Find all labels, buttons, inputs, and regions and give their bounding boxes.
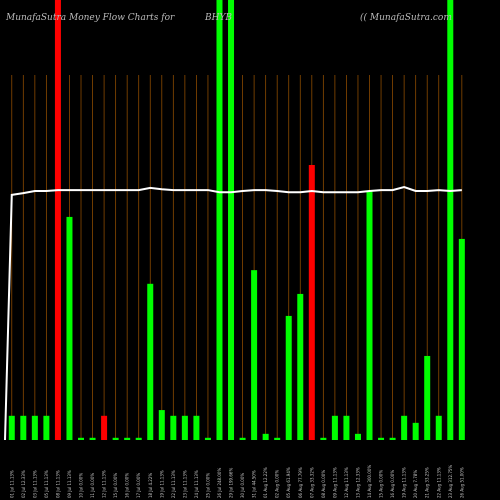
x-tick-label: 23 Jul 11.13%	[182, 470, 187, 498]
chart-subtitle: BHYB	[204, 13, 232, 23]
bar	[251, 270, 258, 440]
x-tick-label: 14 Aug 300.00%	[367, 465, 372, 498]
bar	[147, 283, 154, 440]
bar	[181, 415, 188, 440]
x-tick-label: 08 Jul 11.13%	[55, 470, 60, 498]
x-tick-label: 29 Jul 199.66%	[229, 468, 234, 498]
bar	[193, 415, 200, 440]
bar	[112, 437, 119, 440]
bar	[320, 437, 327, 440]
x-tick-label: 05 Jul 11.13%	[44, 470, 49, 498]
x-tick-label: 02 Jul 12.33%	[21, 470, 26, 498]
x-tick-label: 10 Jul 0.00%	[79, 473, 84, 498]
bar	[135, 437, 142, 440]
x-tick-label: 20 Aug 7.78%	[413, 470, 418, 498]
bar	[412, 422, 419, 440]
bar	[124, 437, 131, 440]
x-tick-label: 23 Aug 312.75%	[448, 465, 453, 498]
bar	[401, 415, 408, 440]
bar	[389, 437, 396, 440]
bar	[308, 165, 315, 440]
bar	[31, 415, 38, 440]
bar	[378, 437, 385, 440]
watermark: (( MunafaSutra.com	[360, 12, 452, 23]
x-tick-label: 16 Aug 0.00%	[390, 470, 395, 498]
x-tick-label: 12 Jul 11.13%	[102, 470, 107, 498]
x-tick-label: 15 Jul 0.00%	[113, 473, 118, 498]
x-tick-label: 07 Aug 33.32%	[309, 467, 314, 498]
bar	[8, 415, 15, 440]
bar	[239, 437, 246, 440]
x-tick-label: 17 Jul 0.00%	[136, 473, 141, 498]
bar	[354, 433, 361, 440]
bar	[204, 437, 211, 440]
x-tick-label: 12 Aug 11.13%	[344, 467, 349, 498]
x-tick-label: 15 Aug 0.00%	[379, 470, 384, 498]
x-tick-label: 21 Aug 33.25%	[425, 467, 430, 498]
bar	[458, 238, 465, 440]
bar	[216, 0, 223, 440]
bar	[285, 315, 292, 440]
bar	[297, 293, 304, 440]
x-tick-label: 26 Aug 51.00%	[459, 467, 464, 498]
x-tick-label: 09 Aug 11.13%	[332, 467, 337, 498]
bar	[54, 0, 61, 440]
chart-title: MunafaSutra Money Flow Charts for	[5, 13, 175, 23]
x-tick-label: 16 Jul 0.00%	[125, 473, 130, 498]
x-tick-label: 22 Jul 11.13%	[171, 470, 176, 498]
bar	[343, 415, 350, 440]
x-tick-label: 02 Aug 0.00%	[275, 470, 280, 498]
x-tick-label: 19 Jul 11.13%	[159, 470, 164, 498]
price-line	[4, 185, 462, 441]
x-tick-label: 31 Jul 44.50%	[252, 470, 257, 498]
x-tick-label: 05 Aug 61.94%	[286, 467, 291, 498]
bar	[274, 437, 281, 440]
x-tick-label: 11 Jul 0.00%	[90, 473, 95, 498]
bar	[89, 437, 96, 440]
x-tick-label: 13 Aug 12.33%	[355, 467, 360, 498]
bar	[228, 0, 235, 440]
x-tick-label: 19 Aug 11.13%	[402, 467, 407, 498]
x-tick-label: 08 Aug 0.00%	[321, 470, 326, 498]
x-tick-label: 24 Jul 11.13%	[194, 470, 199, 498]
bar	[170, 415, 177, 440]
x-tick-label: 03 Jul 11.13%	[32, 470, 37, 498]
x-tick-label: 09 Jul 11.13%	[67, 470, 72, 498]
x-tick-label: 18 Jul 4.22%	[148, 473, 153, 498]
bar	[262, 433, 269, 440]
x-tick-label: 22 Aug 11.13%	[436, 467, 441, 498]
bar	[424, 355, 431, 440]
bar	[78, 437, 85, 440]
x-tick-label: 01 Jul 11.13%	[9, 470, 14, 498]
bar	[101, 415, 108, 440]
x-tick-label: 30 Jul 0.00%	[240, 473, 245, 498]
x-tick-label: 25 Jul 0.00%	[205, 473, 210, 498]
bar	[435, 415, 442, 440]
x-tick-label: 26 Jul 248.00%	[217, 468, 222, 498]
bar	[447, 0, 454, 440]
x-tick-label: 06 Aug 77.79%	[298, 467, 303, 498]
bar	[158, 410, 165, 440]
bar	[66, 216, 73, 440]
bar	[366, 190, 373, 440]
bar	[43, 415, 50, 440]
x-tick-label: 01 Aug 12.22%	[263, 467, 268, 498]
bar	[20, 415, 27, 440]
bar	[331, 415, 338, 440]
